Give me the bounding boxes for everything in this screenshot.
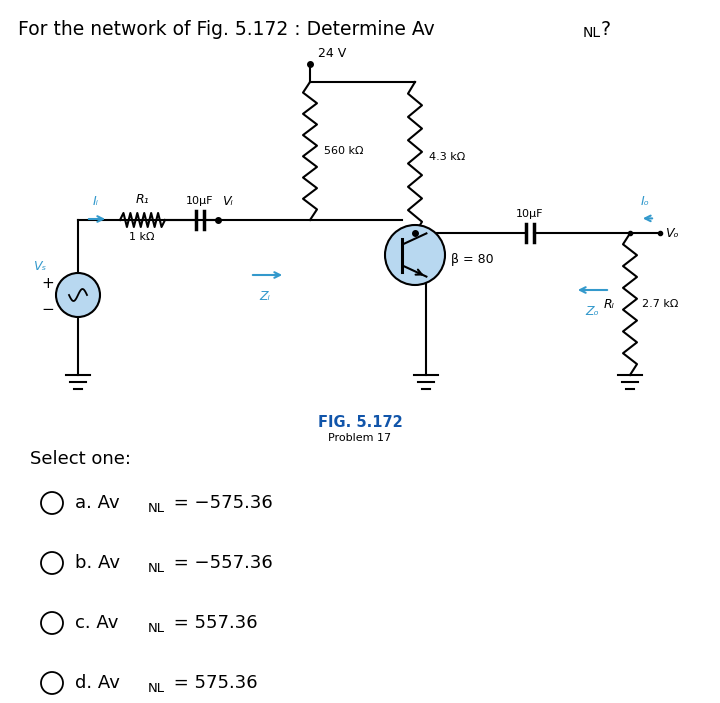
Text: +: + [42,276,55,290]
Text: Rₗ: Rₗ [603,297,614,311]
Text: 2.7 kΩ: 2.7 kΩ [642,299,678,309]
Text: 560 kΩ: 560 kΩ [324,146,364,156]
Text: FIG. 5.172: FIG. 5.172 [318,415,402,430]
Text: Problem 17: Problem 17 [328,433,392,443]
Text: Vₛ: Vₛ [33,261,47,273]
Text: Zᵢ: Zᵢ [260,290,271,303]
Text: 10μF: 10μF [516,209,544,219]
Circle shape [41,552,63,574]
Text: Vₒ: Vₒ [665,227,679,240]
Text: 24 V: 24 V [318,47,346,60]
Text: ?: ? [601,20,611,39]
Circle shape [41,672,63,694]
Text: Select one:: Select one: [30,450,131,468]
Text: NL: NL [148,501,165,515]
Text: R₁: R₁ [135,193,149,206]
Text: 4.3 kΩ: 4.3 kΩ [429,152,465,162]
Text: Iᵢ: Iᵢ [93,195,99,208]
Text: Iₒ: Iₒ [641,195,649,208]
Text: Vᵢ: Vᵢ [222,195,233,208]
Text: b. Av: b. Av [75,554,120,572]
Text: −: − [42,302,55,318]
Circle shape [41,612,63,634]
Circle shape [41,492,63,514]
Text: NL: NL [148,681,165,695]
Text: Zₒ: Zₒ [585,305,599,318]
Text: c. Av: c. Av [75,614,118,632]
Text: d. Av: d. Av [75,674,120,692]
Text: = −575.36: = −575.36 [168,494,273,512]
Circle shape [56,273,100,317]
Text: 10μF: 10μF [186,196,214,206]
Text: = 557.36: = 557.36 [168,614,258,632]
Text: = 575.36: = 575.36 [168,674,258,692]
Text: = −557.36: = −557.36 [168,554,273,572]
Text: 1 kΩ: 1 kΩ [130,232,155,242]
Circle shape [385,225,445,285]
Text: For the network of Fig. 5.172 : Determine Av: For the network of Fig. 5.172 : Determin… [18,20,435,39]
Text: β = 80: β = 80 [451,254,494,266]
Text: a. Av: a. Av [75,494,120,512]
Text: NL: NL [148,562,165,574]
Text: NL: NL [583,26,601,40]
Text: NL: NL [148,621,165,635]
